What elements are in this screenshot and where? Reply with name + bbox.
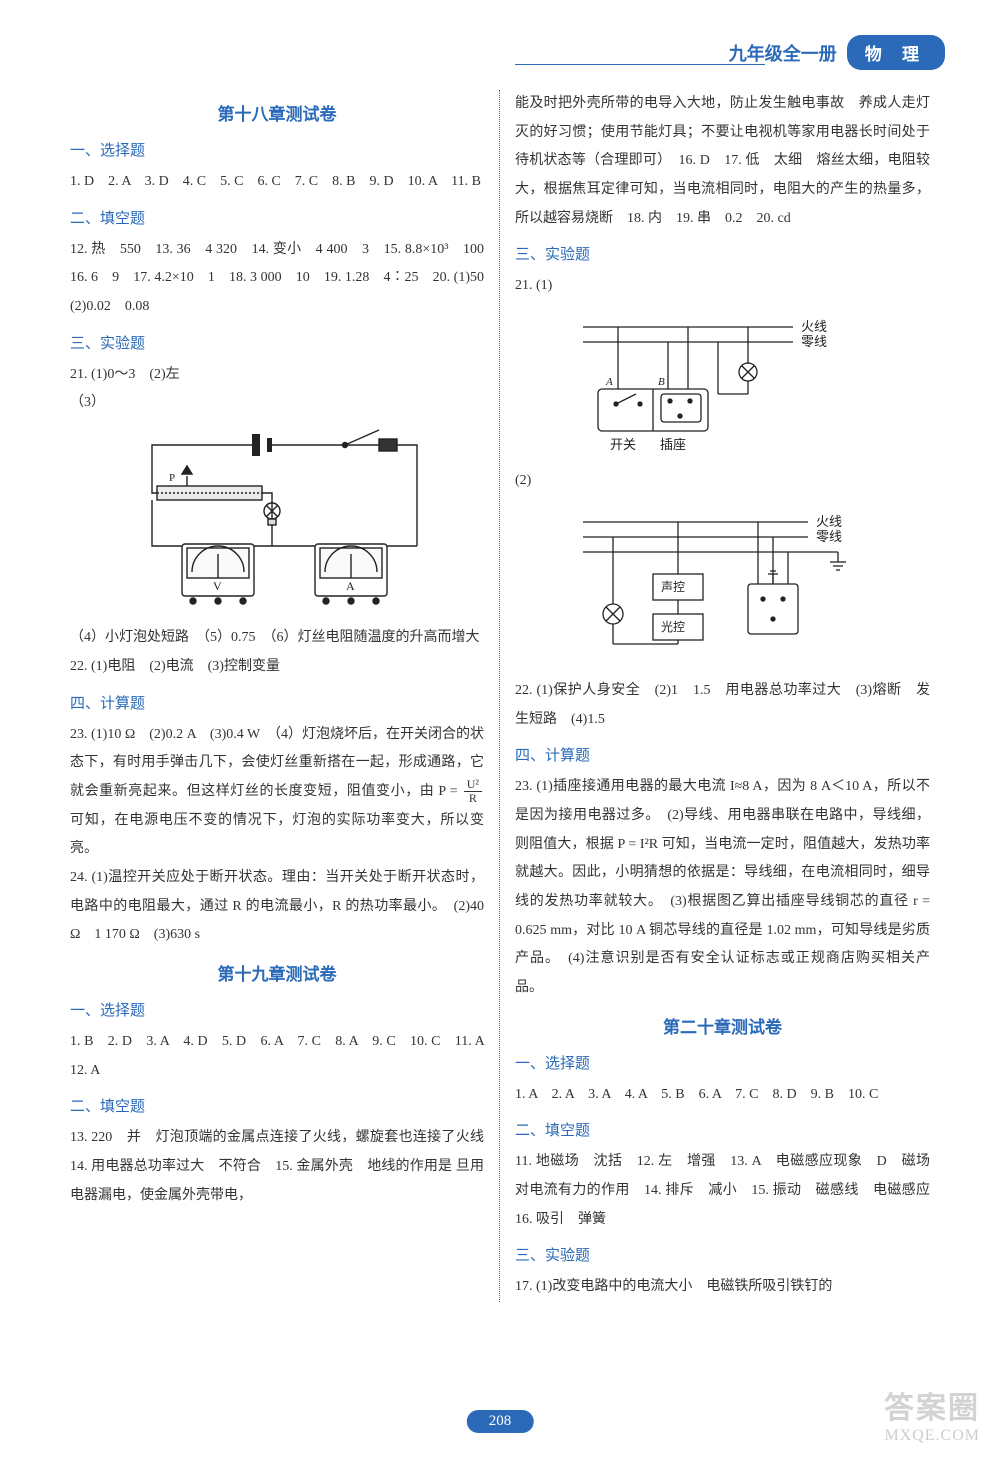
c20-choice-heading: 一、选择题 [515, 1052, 930, 1073]
chapter-20-title: 第二十章测试卷 [515, 1013, 930, 1038]
calc-23: 23. (1)10 Ω (2)0.2 A (3)0.4 W （4）灯泡烧坏后，在… [70, 721, 484, 864]
choice-answers: 1. D 2. A 3. D 4. C 5. C 6. C 7. C 8. B … [70, 168, 484, 197]
neutral-label: 零线 [801, 334, 827, 349]
exp-21-4: （4）小灯泡处短路 （5）0.75 （6）灯丝电阻随温度的升高而增大 [70, 624, 484, 653]
svg-text:P: P [169, 472, 175, 484]
section-exp-heading: 三、实验题 [70, 332, 484, 353]
exp-22: 22. (1)电阻 (2)电流 (3)控制变量 [70, 653, 484, 682]
chapter-19-title: 第十九章测试卷 [70, 960, 484, 985]
c20-choice-answers: 1. A 2. A 3. A 4. A 5. B 6. A 7. C 8. D … [515, 1081, 930, 1110]
calc-23-b: 可知，在电源电压不变的情况下，灯泡的实际功率变大，所以变亮。 [70, 813, 484, 857]
c19-fill-continued: 能及时把外壳所带的电导入大地，防止发生触电事故 养成人走灯灭的好习惯；使用节能灯… [515, 90, 930, 233]
grade-label: 九年级全一册 [729, 40, 837, 66]
sound-label: 声控 [661, 580, 685, 594]
watermark-bottom: MXQE.COM [884, 1427, 980, 1445]
calc-24: 24. (1)温控开关应处于断开状态。理由：当开关处于断开状态时，电路中的电阻最… [70, 864, 484, 950]
c20-exp-heading: 三、实验题 [515, 1244, 930, 1265]
watermark-top: 答案圈 [884, 1392, 980, 1427]
c19-fill-answers: 13. 220 并 灯泡顶端的金属点连接了火线，螺旋套也连接了火线 14. 用电… [70, 1124, 484, 1210]
c19-exp-21-1-label: 21. (1) [515, 272, 930, 301]
svg-text:A: A [346, 579, 355, 593]
circuit-diagram: P V [127, 426, 427, 616]
section-choice-heading: 一、选择题 [70, 139, 484, 160]
watermark: 答案圈 MXQE.COM [884, 1392, 980, 1445]
section-fill-heading: 二、填空题 [70, 207, 484, 228]
c20-fill-heading: 二、填空题 [515, 1119, 930, 1140]
c19-choice-heading: 一、选择题 [70, 999, 484, 1020]
c19-exp-22: 22. (1)保护人身安全 (2)1 1.5 用电器总功率过大 (3)熔断 发生… [515, 677, 930, 734]
fraction-num: U² [464, 778, 482, 792]
two-column-layout: 第十八章测试卷 一、选择题 1. D 2. A 3. D 4. C 5. C 6… [55, 90, 945, 1302]
c19-exp-heading: 三、实验题 [515, 243, 930, 264]
section-calc-heading: 四、计算题 [70, 692, 484, 713]
c19-choice-answers: 1. B 2. D 3. A 4. D 5. D 6. A 7. C 8. A … [70, 1028, 484, 1085]
exp-21-3-label: （3） [70, 389, 484, 418]
c19-calc-heading: 四、计算题 [515, 744, 930, 765]
header-rule [515, 64, 765, 65]
socket-label: 插座 [660, 437, 686, 452]
svg-text:A: A [605, 376, 613, 388]
svg-text:V: V [213, 579, 222, 593]
exp-21-1: 21. (1)0～3 (2)左 [70, 361, 484, 390]
live-label-2: 火线 [816, 514, 842, 529]
light-label: 光控 [661, 620, 685, 634]
neutral-label-2: 零线 [816, 529, 842, 544]
fill-answers: 12. 热 550 13. 36 4 320 14. 变小 4 400 3 15… [70, 236, 484, 322]
c19-exp-21-2-label: (2) [515, 467, 930, 496]
wiring-diagram-1: 火线 零线 A B [558, 309, 888, 459]
c20-fill-answers: 11. 地磁场 沈括 12. 左 增强 13. A 电磁感应现象 D 磁场对电流… [515, 1148, 930, 1234]
wiring-diagram-2: 火线 零线 声控 光控 [558, 504, 888, 669]
c20-exp-17: 17. (1)改变电路中的电流大小 电磁铁所吸引铁钉的 [515, 1273, 930, 1302]
live-label: 火线 [801, 319, 827, 334]
chapter-18-title: 第十八章测试卷 [70, 100, 484, 125]
right-column: 能及时把外壳所带的电导入大地，防止发生触电事故 养成人走灯灭的好习惯；使用节能灯… [500, 90, 945, 1302]
c19-fill-heading: 二、填空题 [70, 1095, 484, 1116]
fraction-u2-r: U² R [462, 778, 484, 805]
c19-calc-23: 23. (1)插座接通用电器的最大电流 I≈8 A，因为 8 A＜10 A，所以… [515, 773, 930, 1003]
fraction-den: R [464, 792, 482, 805]
page-number: 208 [467, 1410, 534, 1433]
calc-23-a: 23. (1)10 Ω (2)0.2 A (3)0.4 W （4）灯泡烧坏后，在… [70, 727, 484, 799]
left-column: 第十八章测试卷 一、选择题 1. D 2. A 3. D 4. C 5. C 6… [55, 90, 500, 1302]
subject-pill: 物 理 [847, 35, 945, 70]
svg-text:B: B [658, 376, 665, 388]
page-header: 九年级全一册 物 理 [55, 35, 945, 70]
switch-label: 开关 [610, 437, 636, 452]
